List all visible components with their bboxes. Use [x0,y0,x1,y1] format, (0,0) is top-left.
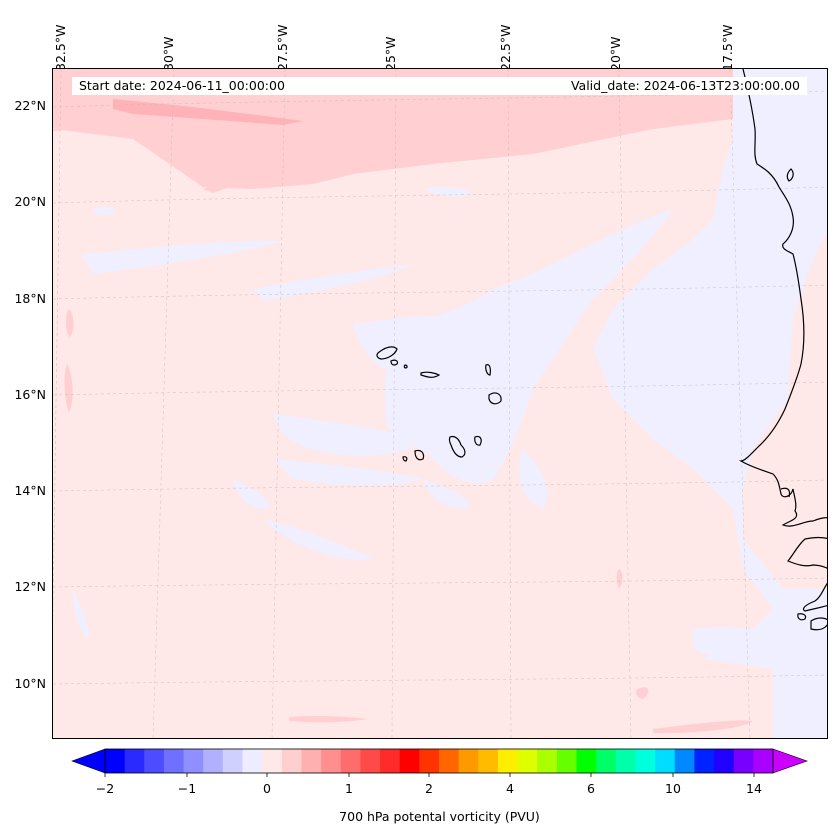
colorbar-high-extend [772,748,808,774]
colorbar-cell [714,749,735,773]
colorbar-tick-marks [104,773,755,777]
info-bar: Start date: 2024-06-11_00:00:00 Valid_da… [72,77,807,95]
colorbar-low-extend [71,748,106,774]
island-fogo [414,449,425,461]
colorbar-cell [497,749,519,773]
coast-segment [787,536,827,569]
colorbar-cell [478,749,499,773]
colorbar-cell [694,749,715,773]
cb-tick-label: 10 [665,781,681,796]
cb-tick-label: 2 [425,781,433,796]
colorbar-cell [615,749,636,773]
colorbar-cell [458,749,479,773]
island-boa-vista [488,392,502,405]
high-pv-spot-4 [653,720,753,734]
cb-tick-label: 1 [345,781,353,796]
cape-verde-islands [376,346,502,462]
island-maio [474,435,482,446]
colorbar-cell [124,749,145,773]
lon-label-27-5w: 27.5°W [275,24,290,71]
colorbar-outline [104,748,774,774]
colorbar-cell [655,749,676,773]
colorbar-cell [183,749,204,773]
high-pv-west-blob-1 [66,309,74,337]
lon-label-32-5w: 32.5°W [53,24,68,71]
cb-tick-label: 6 [587,781,595,796]
colorbar-cell [537,749,558,773]
colorbar-cell [321,749,342,773]
colorbar-cell [753,749,774,773]
colorbar-cell [105,749,126,773]
coast-segment-6 [780,487,791,498]
coast-segment-4 [810,617,827,631]
colorbar-cell [517,749,538,773]
lon-label-25w: 25°W [383,36,398,71]
high-pv-band-2 [53,89,773,154]
lat-label-10n: 10°N [14,676,46,691]
cb-tick-label: 4 [506,781,514,796]
lon-label-20w: 20°W [608,36,623,71]
cb-tick-label: 14 [746,781,762,796]
island-sao-nicolau [420,371,441,378]
lon-label-22-5w: 22.5°W [498,24,513,71]
colorbar-cell [635,749,656,773]
coast-segment-3 [797,613,807,621]
colorbar-cell [144,749,165,773]
high-pv-west-blob-2 [64,364,73,413]
cb-tick-label: −2 [95,781,115,796]
high-pv-core [113,99,303,125]
colorbar-cell [596,749,617,773]
island-santa-luzia [403,364,408,369]
colorbar-cell [380,749,401,773]
high-pv-spot-2 [289,715,368,723]
pv-field-map [53,69,827,738]
island-santiago [448,435,466,458]
cb-tick-label: 0 [263,781,271,796]
colorbar-cell [674,749,695,773]
lat-label-18n: 18°N [14,291,46,306]
lat-label-22n: 22°N [14,98,46,113]
colorbar-cell [576,749,597,773]
island-sal [485,364,491,376]
colorbar-cell [556,749,578,773]
island-brava [402,456,408,462]
high-pv-spot-1 [616,569,623,589]
low-pv-regions [73,69,827,738]
colorbar-cell [419,749,440,773]
lat-label-14n: 14°N [14,483,46,498]
colorbar-title: 700 hPa potental vorticity (PVU) [339,809,540,824]
african-coastline [738,69,827,527]
colorbar-cell [301,749,322,773]
valid-date-label: Valid_date: 2024-06-13T23:00:00.00 [570,78,800,93]
colorbar-cell [203,749,224,773]
colorbar-cell [222,749,244,773]
colorbar-cell [399,749,420,773]
colorbar-cell [360,749,381,773]
lon-label-30w: 30°W [161,36,176,71]
colorbar-cell [262,749,283,773]
colorbar-cell [340,749,361,773]
colorbar-cell [439,749,460,773]
coast-segment-5 [786,168,794,182]
colorbar-cell [281,749,302,773]
island-sao-vicente [390,359,399,366]
lat-label-12n: 12°N [14,579,46,594]
colorbar-cell [733,749,754,773]
island-santo-antao [376,346,398,360]
cb-tick-label: −1 [177,781,197,796]
map-panel[interactable] [52,68,828,739]
lat-label-16n: 16°N [14,387,46,402]
start-date-label: Start date: 2024-06-11_00:00:00 [79,78,285,93]
colorbar-cell [163,749,185,773]
lat-label-20n: 20°N [14,194,46,209]
high-pv-spot-3 [636,687,649,699]
coast-segment-2 [802,582,827,612]
colorbar-cell [242,749,263,773]
colorbar-cells [105,749,774,773]
lon-label-17-5w: 17.5°W [720,24,735,71]
